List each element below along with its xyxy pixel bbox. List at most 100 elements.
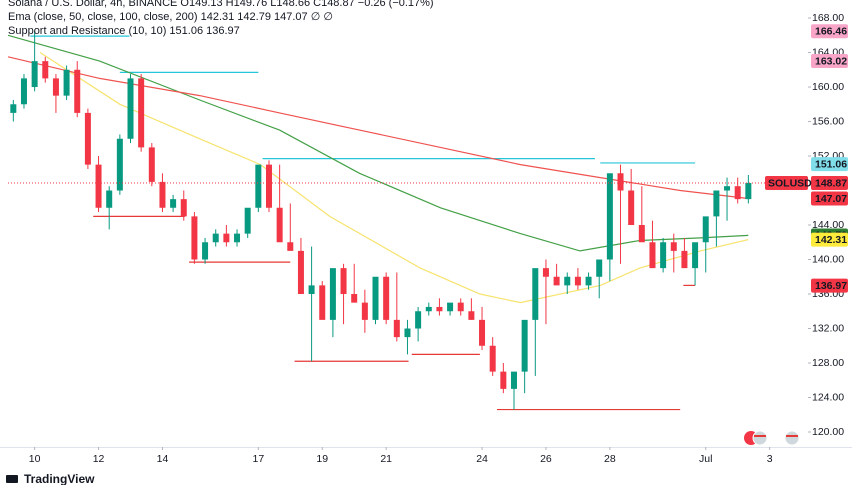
price-tag-label: 163.02 — [815, 55, 847, 67]
legend-ema: Ema (close, 50, close, 100, close, 200) … — [8, 11, 333, 23]
candle-body — [670, 242, 677, 251]
candle-body — [393, 319, 400, 338]
candle-body — [42, 61, 49, 79]
candle-body — [84, 112, 91, 165]
flag-icons[interactable] — [744, 430, 800, 446]
symbol-tag — [765, 176, 808, 191]
x-tick-label: 26 — [540, 453, 552, 465]
candle-body — [468, 311, 475, 320]
candle-body — [606, 173, 613, 260]
price-tag-label: 151.06 — [815, 158, 847, 170]
candle-body — [106, 190, 113, 208]
price-tag — [811, 278, 848, 293]
candle-body — [574, 276, 581, 286]
candle-body — [660, 242, 667, 269]
y-tick-label: 128.00 — [812, 357, 844, 369]
price-tag-label: 136.97 — [815, 280, 847, 292]
x-tick-label: 14 — [157, 453, 169, 465]
brand-logo: TradingView — [6, 472, 95, 485]
candle-body — [276, 207, 283, 243]
candle-body — [532, 268, 539, 320]
price-tag-label: 142.31 — [815, 234, 847, 246]
candle-body — [415, 311, 422, 329]
x-tick-label: 12 — [93, 453, 105, 465]
flag-icon[interactable] — [752, 430, 768, 446]
candle-body — [628, 190, 635, 226]
candle-body — [138, 78, 145, 148]
candle-body — [20, 78, 27, 105]
candle-body — [319, 285, 326, 320]
candle-body — [265, 164, 272, 208]
legend-symbol: Solana / U.S. Dollar, 4h, BINANCE O149.1… — [8, 0, 434, 9]
candle-body — [10, 104, 17, 113]
x-tick-label: 21 — [380, 453, 392, 465]
candle-body — [585, 276, 592, 286]
price-tag-label: 166.46 — [815, 26, 847, 38]
candle-body — [148, 147, 155, 182]
price-tag — [811, 232, 848, 247]
symbol-tag-label: SOLUSD — [768, 177, 812, 189]
candle-body — [191, 216, 198, 260]
brand-name: TradingView — [24, 472, 95, 485]
candle-body — [159, 181, 166, 208]
candle-body — [116, 138, 123, 191]
candle-body — [329, 268, 336, 320]
x-tick-label: Jul — [699, 453, 712, 465]
candle-body — [542, 268, 549, 277]
candle-body — [457, 302, 464, 312]
candle-body — [297, 250, 304, 295]
candle-body — [510, 371, 517, 389]
flag-stripe — [786, 435, 798, 437]
candle-body — [479, 319, 486, 346]
candle-body — [489, 345, 496, 372]
candle-body — [500, 371, 507, 389]
candle-body — [31, 61, 38, 88]
candle-body — [553, 276, 560, 286]
candle-body — [180, 199, 187, 217]
candle-body — [734, 186, 741, 200]
candle-body — [223, 233, 230, 243]
candle-body — [596, 259, 603, 277]
y-tick-label: 160.00 — [812, 81, 844, 93]
flag-stripe — [754, 435, 766, 437]
price-tag — [811, 24, 848, 39]
x-tick-label: 10 — [29, 453, 41, 465]
x-tick-label: 24 — [476, 453, 488, 465]
candle-body — [404, 328, 411, 338]
candle-body — [372, 276, 379, 320]
candle-body — [702, 216, 709, 243]
candle-body — [351, 294, 358, 303]
candle-body — [255, 164, 262, 208]
candle-body — [95, 164, 102, 208]
logo-mark — [6, 475, 18, 483]
candle-body — [564, 276, 571, 286]
candle-body — [127, 78, 134, 139]
x-tick-label: 28 — [604, 453, 616, 465]
plot-area — [7, 30, 808, 411]
y-tick-label: 156.00 — [812, 115, 844, 127]
candle-body — [212, 233, 219, 243]
y-tick-label: 144.00 — [812, 219, 844, 231]
y-tick-label: 120.00 — [812, 426, 844, 438]
candle-body — [202, 242, 209, 260]
candle-body — [63, 69, 70, 96]
candle-body — [425, 306, 432, 312]
candle-body — [52, 78, 59, 96]
y-tick-label: 140.00 — [812, 253, 844, 265]
candle-body — [244, 207, 251, 234]
candle-body — [383, 276, 390, 320]
candle-body — [308, 285, 315, 295]
candle-body — [436, 306, 443, 312]
x-tick-label: 19 — [316, 453, 328, 465]
y-tick-label: 168.00 — [812, 12, 844, 24]
price-tag — [811, 53, 848, 68]
candle-body — [521, 319, 528, 372]
candle-body — [681, 250, 688, 269]
price-tag — [811, 176, 848, 191]
price-tag — [811, 157, 848, 172]
x-tick-label: 3 — [767, 453, 773, 465]
flag-icon[interactable] — [784, 430, 800, 446]
candle-body — [713, 190, 720, 217]
candle-body — [234, 233, 241, 243]
